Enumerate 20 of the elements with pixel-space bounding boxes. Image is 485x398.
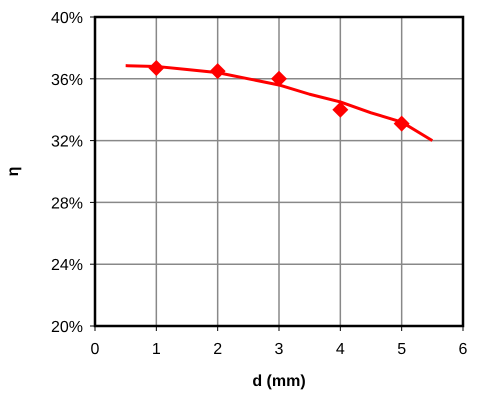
- point: [394, 116, 410, 132]
- x-tick-label: 4: [336, 341, 345, 358]
- y-tick-label: 28%: [50, 195, 83, 212]
- y-tick-label: 40%: [50, 10, 83, 27]
- y-tick-label: 36%: [50, 72, 83, 89]
- x-tick-label: 3: [274, 341, 284, 358]
- y-tick-label: 24%: [50, 257, 83, 274]
- x-tick-label: 1: [152, 341, 161, 358]
- x-tick-label: 0: [90, 341, 100, 358]
- point: [332, 102, 348, 118]
- y-tick-label: 20%: [50, 319, 83, 336]
- y-tick-label: 32%: [50, 134, 83, 151]
- point: [271, 70, 287, 87]
- x-tick-label: 2: [213, 341, 222, 358]
- x-tick-label: 6: [458, 341, 468, 358]
- y-axis-title: η: [5, 166, 22, 176]
- point: [148, 60, 164, 76]
- x-tick-label: 5: [397, 341, 406, 358]
- point: [210, 63, 226, 80]
- x-axis-title: d (mm): [252, 373, 306, 390]
